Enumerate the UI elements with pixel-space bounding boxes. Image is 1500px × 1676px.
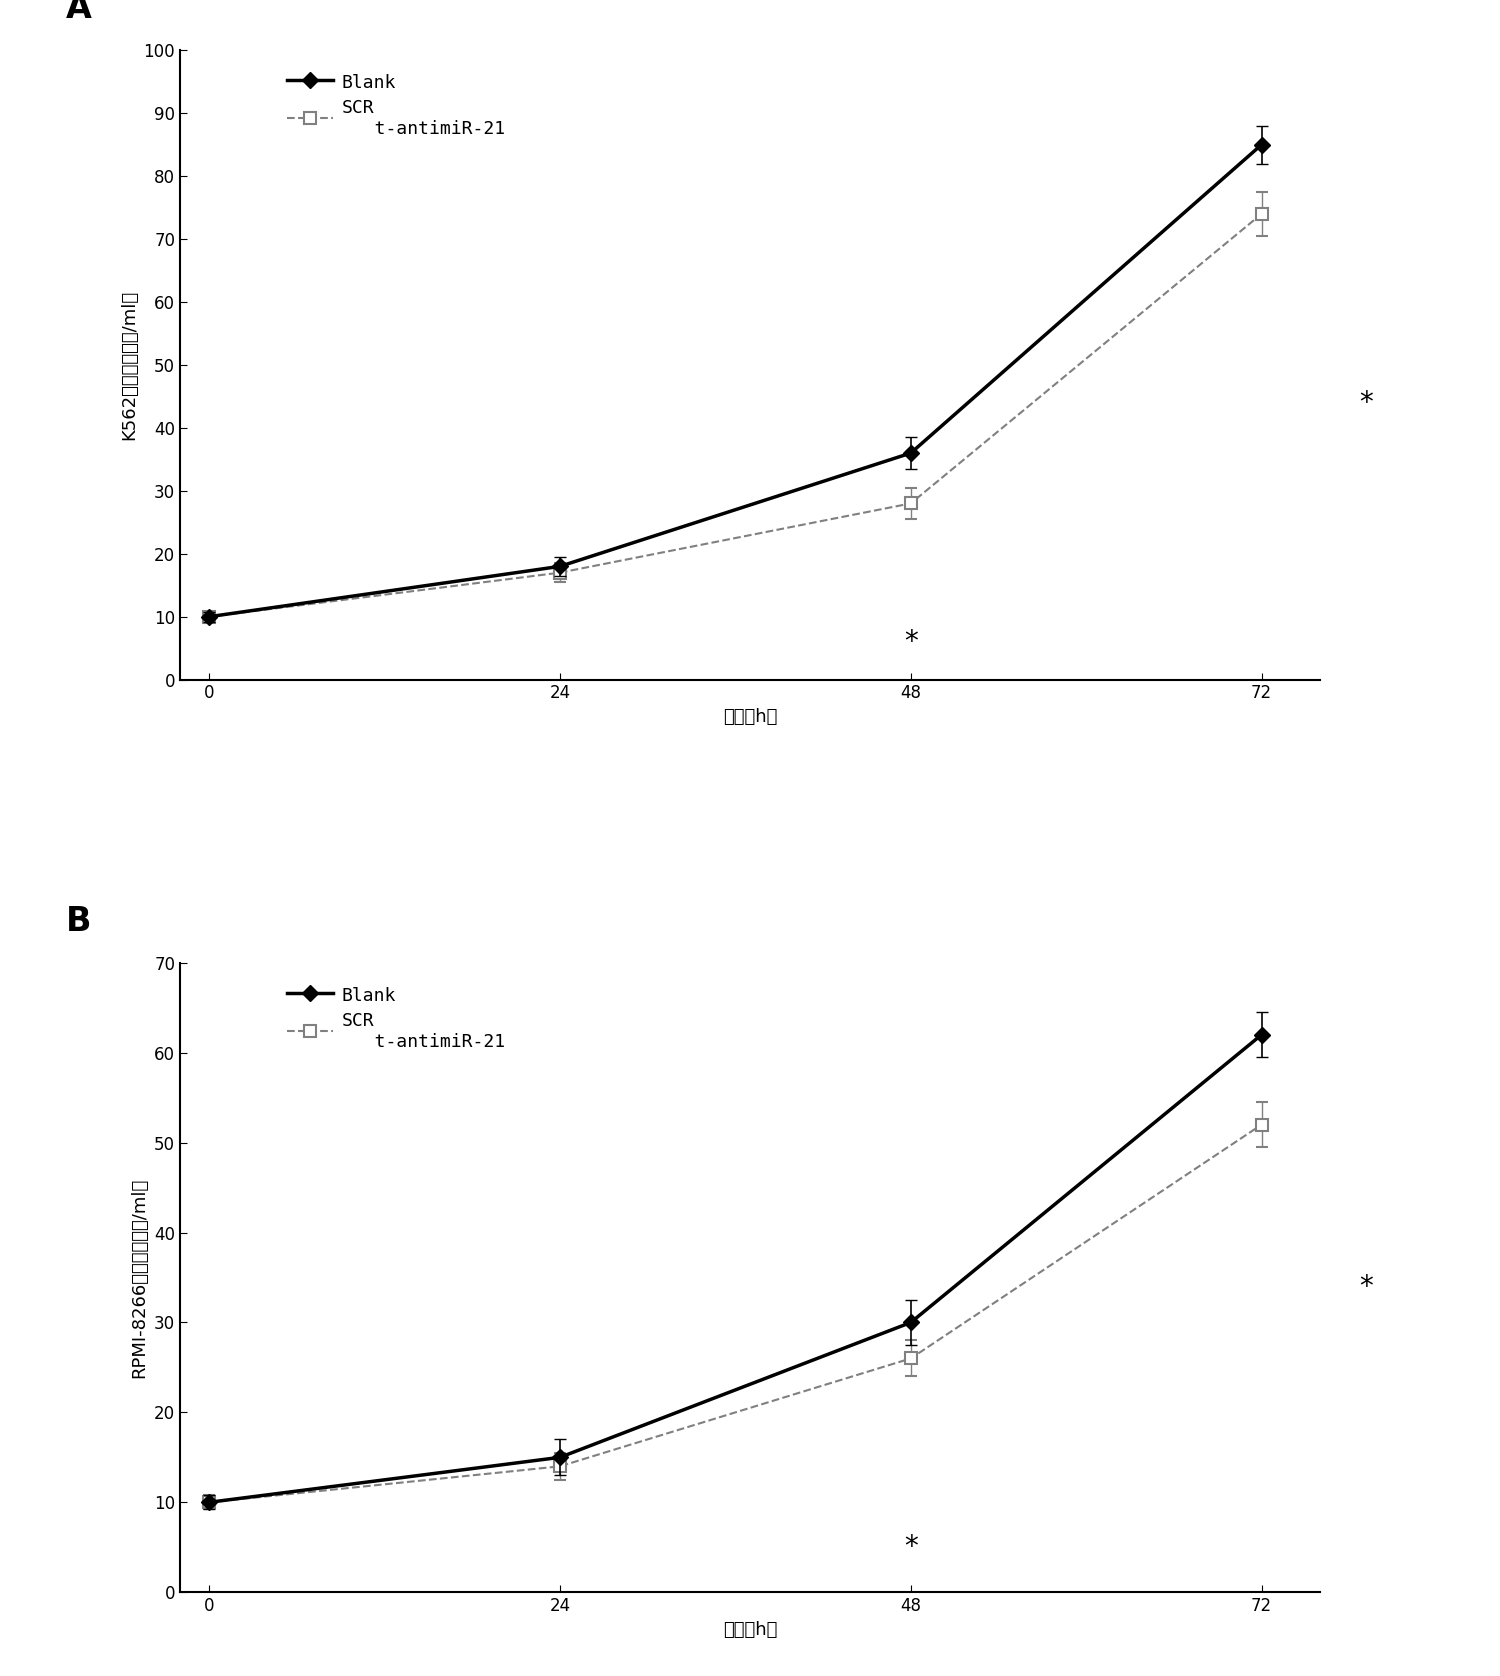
Legend: Blank, SCR
   t-antimiR-21: Blank, SCR t-antimiR-21: [280, 65, 512, 146]
Text: *: *: [904, 1534, 918, 1562]
Legend: Blank, SCR
   t-antimiR-21: Blank, SCR t-antimiR-21: [280, 979, 512, 1058]
Y-axis label: K562活细胞数（万/ml）: K562活细胞数（万/ml）: [120, 290, 138, 441]
Y-axis label: RPMI-8266活细胞数（万/ml）: RPMI-8266活细胞数（万/ml）: [130, 1178, 148, 1378]
Text: B: B: [66, 905, 92, 937]
Text: *: *: [1359, 1272, 1372, 1301]
Text: *: *: [1359, 389, 1372, 417]
X-axis label: 时间（h）: 时间（h）: [723, 707, 777, 726]
Text: *: *: [904, 628, 918, 655]
X-axis label: 时间（h）: 时间（h）: [723, 1621, 777, 1639]
Text: A: A: [66, 0, 92, 25]
